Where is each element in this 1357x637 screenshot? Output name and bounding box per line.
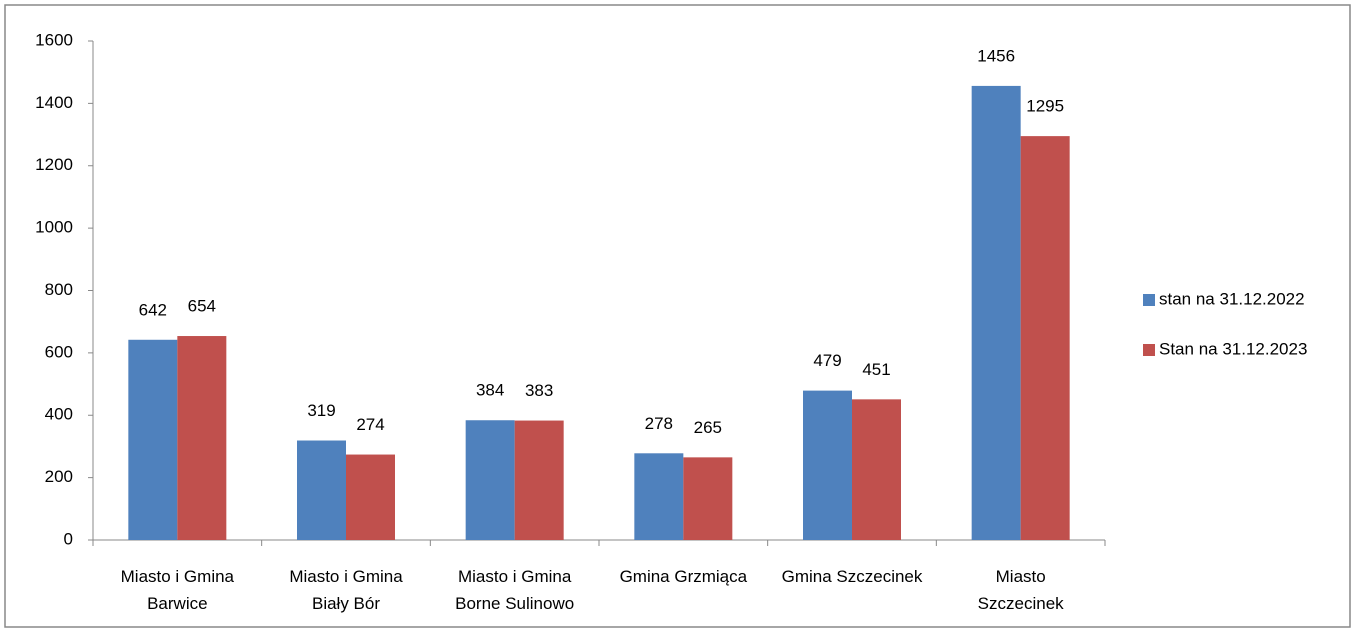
- y-tick-label: 200: [45, 467, 73, 486]
- y-tick-label: 600: [45, 342, 73, 361]
- x-tick-label: Gmina Szczecinek: [782, 567, 923, 586]
- y-tick-label: 400: [45, 405, 73, 424]
- bar: [297, 440, 346, 540]
- x-tick-label: Miasto Szczecinek: [978, 567, 1064, 613]
- data-label: 479: [813, 351, 841, 370]
- bar: [803, 390, 852, 540]
- y-tick-label: 1400: [35, 93, 73, 112]
- y-tick-label: 0: [64, 529, 73, 548]
- data-label: 274: [356, 415, 384, 434]
- bar: [465, 420, 515, 540]
- data-label: 1295: [1026, 97, 1064, 116]
- legend-label: stan na 31.12.2022: [1159, 289, 1305, 308]
- bar: [683, 457, 733, 540]
- legend-swatch: [1143, 344, 1155, 356]
- data-label: 319: [307, 401, 335, 420]
- data-label: 278: [645, 414, 673, 433]
- y-tick-label: 1000: [35, 218, 73, 237]
- legend-label: Stan na 31.12.2023: [1159, 339, 1307, 358]
- x-tick-label: Miasto i Gmina Barwice: [121, 567, 235, 613]
- bar: [971, 85, 1021, 540]
- bar: [346, 454, 395, 540]
- y-tick-label: 1600: [35, 30, 73, 49]
- bar: [177, 336, 227, 540]
- data-label: 451: [862, 360, 890, 379]
- x-tick-label: Miasto i Gmina Borne Sulinowo: [455, 567, 574, 613]
- data-label: 642: [139, 300, 167, 319]
- data-label: 383: [525, 381, 553, 400]
- y-tick-label: 1200: [35, 155, 73, 174]
- bar: [852, 399, 901, 540]
- data-label: 265: [694, 418, 722, 437]
- bar: [1020, 136, 1070, 540]
- bar: [514, 420, 564, 540]
- legend-swatch: [1143, 294, 1155, 306]
- bar: [128, 339, 178, 540]
- data-label: 1456: [977, 46, 1015, 65]
- x-tick-label: Miasto i Gmina Biały Bór: [289, 567, 403, 613]
- y-tick-label: 800: [45, 280, 73, 299]
- data-label: 654: [188, 297, 216, 316]
- data-label: 384: [476, 381, 504, 400]
- bar: [634, 453, 684, 540]
- x-tick-label: Gmina Grzmiąca: [620, 567, 748, 586]
